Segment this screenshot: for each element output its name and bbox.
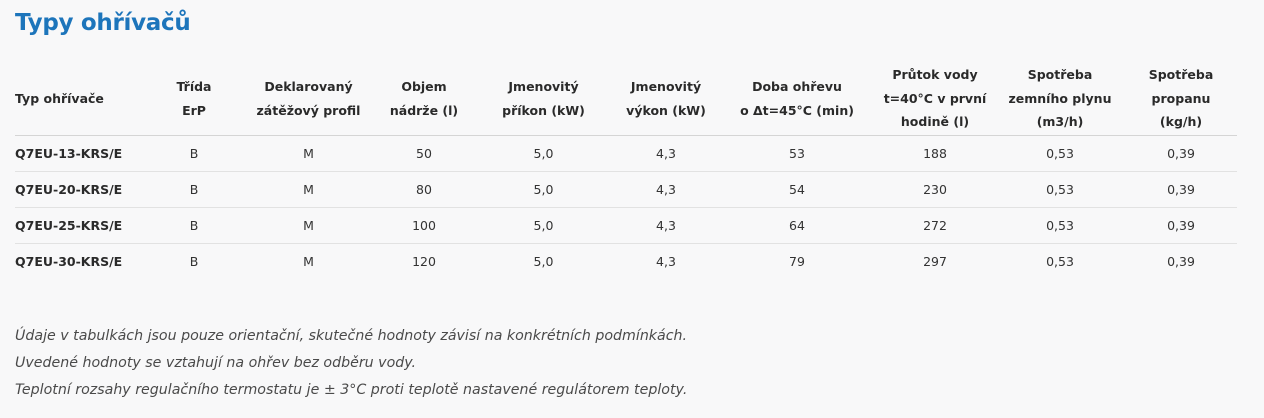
table-row: Q7EU-25-KRS/E B M 100 5,0 4,3 64 272 0,5…	[15, 207, 1237, 244]
cell-rated-input: 5,0	[474, 171, 613, 208]
header-erp-class: Třída ErP	[145, 62, 243, 136]
cell-rated-input: 5,0	[474, 135, 613, 172]
cell-heating-time: 54	[719, 171, 875, 208]
header-rated-input: Jmenovitý příkon (kW)	[474, 62, 613, 136]
cell-erp-class: B	[145, 135, 243, 172]
cell-rated-output: 4,3	[613, 135, 719, 172]
cell-natural-gas: 0,53	[1046, 254, 1074, 269]
header-heating-time: Doba ohřevu o Δt=45°C (min)	[719, 62, 875, 136]
cell-water-flow: 297	[923, 254, 947, 269]
cell-load-profile: M	[303, 254, 314, 269]
footnote: Uvedené hodnoty se vztahují na ohřev bez…	[15, 355, 417, 371]
cell-load-profile: M	[243, 135, 374, 172]
cell-model: Q7EU-30-KRS/E	[15, 254, 123, 269]
cell-natural-gas: 0,53	[995, 171, 1125, 208]
cell-model: Q7EU-20-KRS/E	[15, 171, 145, 208]
header-natural-gas-consumption: Spotřeba zemního plynu (m3/h)	[995, 62, 1125, 136]
cell-rated-output: 4,3	[613, 207, 719, 244]
footnote: Teplotní rozsahy regulačního termostatu …	[15, 382, 688, 398]
cell-tank-volume: 80	[374, 171, 474, 208]
cell-load-profile: M	[243, 171, 374, 208]
table-header-row: Typ ohřívače Třída ErP Deklarovaný zátěž…	[15, 62, 1237, 136]
cell-heating-time: 64	[719, 207, 875, 244]
cell-water-flow: 272	[875, 207, 995, 244]
header-heater-type: Typ ohřívače	[15, 62, 145, 136]
table-row: Q7EU-13-KRS/E B M 50 5,0 4,3 53 188 0,53…	[15, 135, 1237, 172]
cell-load-profile: M	[243, 207, 374, 244]
cell-erp-class: B	[145, 171, 243, 208]
cell-natural-gas: 0,53	[995, 207, 1125, 244]
cell-rated-input: 5,0	[533, 254, 554, 269]
cell-model: Q7EU-25-KRS/E	[15, 207, 145, 244]
cell-natural-gas: 0,53	[995, 135, 1125, 172]
header-propane-consumption: Spotřeba propanu (kg/h)	[1125, 62, 1237, 136]
cell-propane: 0,39	[1125, 135, 1237, 172]
cell-propane: 0,39	[1167, 254, 1195, 269]
cell-propane: 0,39	[1125, 207, 1237, 244]
cell-propane: 0,39	[1125, 171, 1237, 208]
header-load-profile: Deklarovaný zátěžový profil	[243, 62, 374, 136]
table-row: Q7EU-30-KRS/E B M 120 5,0 4,3 79 297 0,5…	[15, 244, 1237, 280]
page-title: Typy ohřívačů	[15, 10, 191, 36]
heater-types-table: Typ ohřívače Třída ErP Deklarovaný zátěž…	[15, 62, 1237, 279]
cell-tank-volume: 100	[374, 207, 474, 244]
header-water-flow: Průtok vody t=40°C v první hodině (l)	[875, 62, 995, 136]
header-rated-output: Jmenovitý výkon (kW)	[613, 62, 719, 136]
cell-rated-input: 5,0	[474, 207, 613, 244]
table-row: Q7EU-20-KRS/E B M 80 5,0 4,3 54 230 0,53…	[15, 171, 1237, 208]
cell-model: Q7EU-13-KRS/E	[15, 135, 145, 172]
cell-water-flow: 188	[875, 135, 995, 172]
cell-erp-class: B	[189, 254, 199, 269]
cell-rated-output: 4,3	[613, 171, 719, 208]
header-tank-volume: Objem nádrže (l)	[374, 62, 474, 136]
cell-erp-class: B	[145, 207, 243, 244]
cell-tank-volume: 120	[412, 254, 436, 269]
cell-tank-volume: 50	[374, 135, 474, 172]
cell-heating-time: 53	[719, 135, 875, 172]
footnotes: Údaje v tabulkách jsou pouze orientační,…	[15, 323, 687, 404]
cell-rated-output: 4,3	[656, 254, 676, 269]
cell-heating-time: 79	[789, 254, 805, 269]
cell-water-flow: 230	[875, 171, 995, 208]
footnote: Údaje v tabulkách jsou pouze orientační,…	[15, 328, 688, 344]
